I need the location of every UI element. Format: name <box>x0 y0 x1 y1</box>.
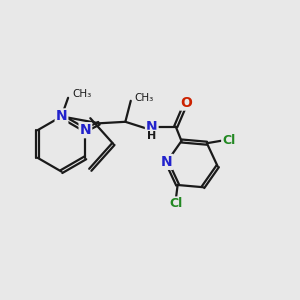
Text: N: N <box>56 110 67 123</box>
Text: CH₃: CH₃ <box>73 89 92 99</box>
Text: H: H <box>147 130 156 141</box>
Text: CH₃: CH₃ <box>134 93 154 103</box>
Text: N: N <box>161 155 173 169</box>
Text: N: N <box>80 123 91 137</box>
Text: N: N <box>146 120 158 134</box>
Text: O: O <box>180 96 192 110</box>
Text: Cl: Cl <box>222 134 236 147</box>
Text: Cl: Cl <box>169 197 183 210</box>
